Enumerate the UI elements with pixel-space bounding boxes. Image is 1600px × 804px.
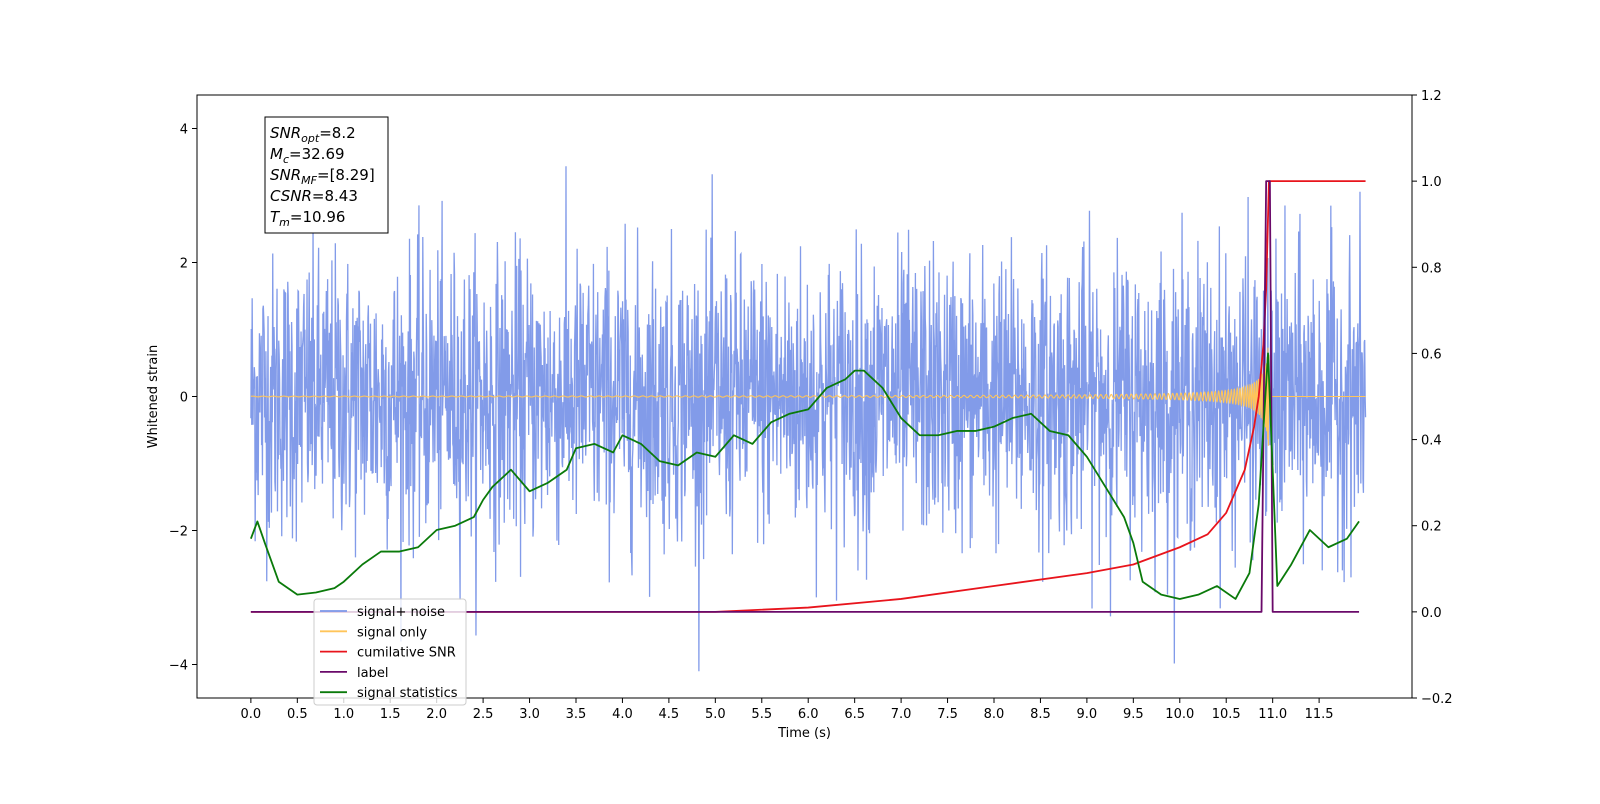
y-axis-left: −4 −2 0 2 4 [169, 123, 197, 674]
series-layer [250, 166, 1367, 672]
x-tick-label: 4.0 [612, 707, 633, 722]
y2-tick-label: 0.0 [1421, 606, 1442, 621]
annotation-line: CSNR=8.43 [270, 187, 358, 205]
legend-entry: signal only [357, 625, 427, 640]
x-tick-label: 8.5 [1030, 707, 1051, 722]
y-tick-label: 0 [180, 391, 188, 406]
y2-tick-label: −0.2 [1421, 692, 1453, 707]
x-tick-label: 6.5 [844, 707, 865, 722]
x-tick-label: 2.0 [426, 707, 447, 722]
x-tick-label: 0.5 [287, 707, 308, 722]
y-tick-label: 2 [180, 257, 188, 272]
x-tick-label: 7.0 [891, 707, 912, 722]
x-tick-label: 8.0 [984, 707, 1005, 722]
series-signal-statistics-line [250, 352, 1360, 600]
y2-tick-label: 0.4 [1421, 434, 1442, 449]
x-tick-label: 3.5 [566, 707, 587, 722]
x-axis-label: Time (s) [777, 726, 831, 741]
legend-entry: cumilative SNR [357, 646, 456, 661]
series-signal-noise-line [250, 166, 1367, 672]
x-tick-label: 7.5 [937, 707, 958, 722]
y2-tick-label: 1.0 [1421, 175, 1442, 190]
annotation-line: SNRMF=[8.29] [270, 166, 375, 187]
annotation-frame [264, 116, 389, 234]
x-tick-label: 4.5 [659, 707, 680, 722]
y2-tick-label: 0.2 [1421, 520, 1442, 535]
x-tick-label: 1.5 [380, 707, 401, 722]
x-tick-label: 1.0 [333, 707, 354, 722]
series-label-line [250, 180, 1360, 613]
y2-tick-label: 0.8 [1421, 261, 1442, 276]
x-axis: 0.0 0.5 1.0 1.5 2.0 2.5 3.0 3.5 4.0 4.5 5.0 5.5 6.0 6… [241, 698, 1334, 722]
x-tick-label: 9.0 [1077, 707, 1098, 722]
y-tick-label: −2 [169, 525, 188, 540]
x-tick-label: 0.0 [241, 707, 262, 722]
annotation-line: Tm=10.96 [270, 208, 345, 229]
series-signal-only-line [250, 347, 1366, 446]
legend-frame [313, 598, 467, 706]
legend-entry: label [357, 666, 388, 681]
y-tick-label: 4 [180, 123, 188, 138]
x-tick-label: 11.5 [1305, 707, 1334, 722]
legend: signal+ noise signal only cumilative SNR la… [313, 598, 467, 706]
y-axis-right: −0.2 0.0 0.2 0.4 0.6 0.8 1.0 1.2 [1412, 89, 1453, 707]
y-tick-label: −4 [169, 659, 188, 674]
x-tick-label: 9.5 [1123, 707, 1144, 722]
legend-entry: signal statistics [357, 686, 458, 701]
annotation-line: Mc=32.69 [270, 145, 345, 166]
x-tick-label: 11.0 [1258, 707, 1287, 722]
x-tick-label: 10.0 [1165, 707, 1194, 722]
x-tick-label: 6.0 [798, 707, 819, 722]
x-tick-label: 2.5 [473, 707, 494, 722]
x-tick-label: 5.0 [705, 707, 726, 722]
x-tick-label: 5.5 [751, 707, 772, 722]
legend-entry: signal+ noise [357, 605, 445, 620]
y2-tick-label: 1.2 [1421, 89, 1442, 104]
y-axis-label: Whitened strain [146, 345, 161, 448]
x-tick-label: 10.5 [1212, 707, 1241, 722]
x-tick-label: 3.0 [519, 707, 540, 722]
y2-tick-label: 0.6 [1421, 347, 1442, 362]
annotation-line: SNRopt=8.2 [270, 124, 356, 145]
